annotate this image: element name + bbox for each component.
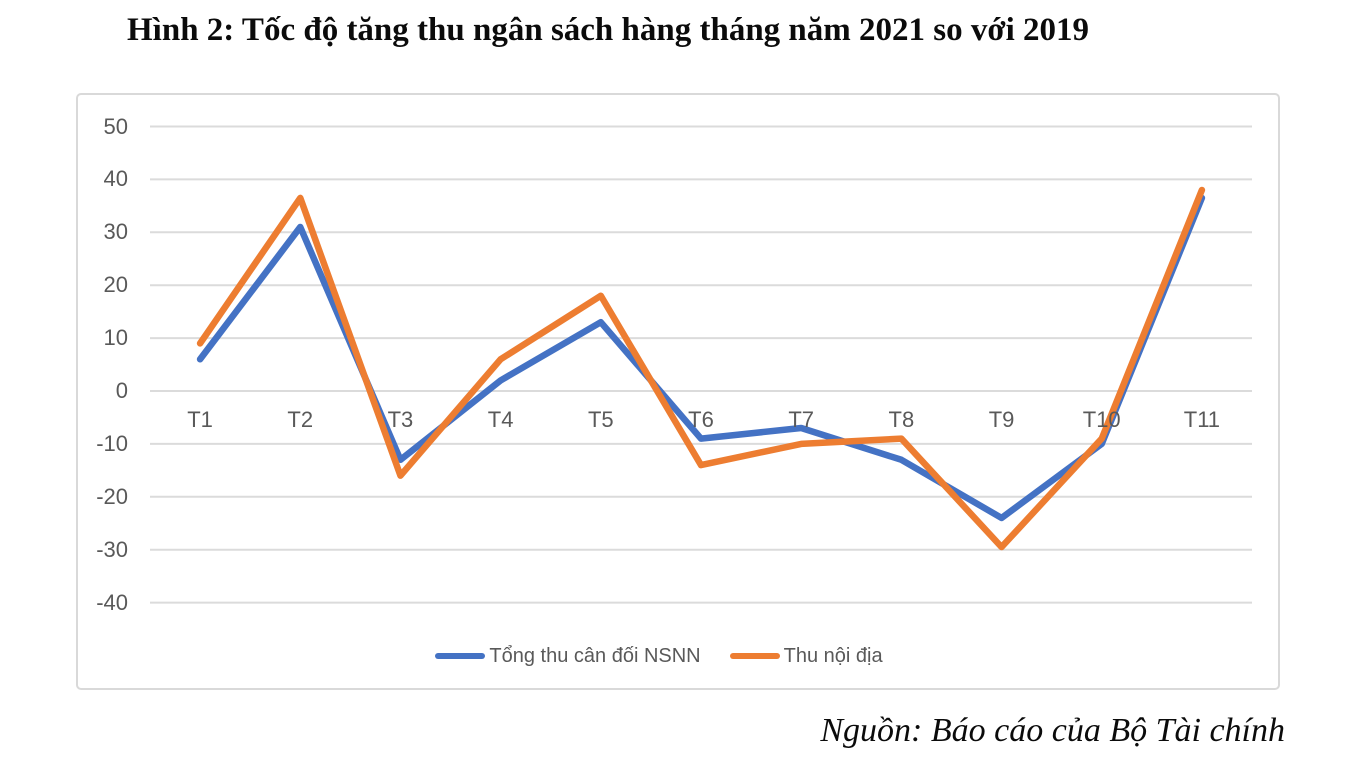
y-axis-tick-label: -40 xyxy=(96,589,128,615)
y-axis-tick-label: 30 xyxy=(103,219,128,245)
x-axis-category-label: T1 xyxy=(187,407,213,432)
y-axis-tick-label: -20 xyxy=(96,483,128,509)
x-axis-category-label: T6 xyxy=(688,407,714,432)
legend-line-marker-orange xyxy=(729,653,780,659)
y-axis-tick-label: 20 xyxy=(103,272,128,298)
y-axis-tick-label: -10 xyxy=(96,430,128,456)
y-axis-tick-label: 50 xyxy=(103,113,128,139)
source-caption: Nguồn: Báo cáo của Bộ Tài chính xyxy=(820,712,1285,749)
legend: Tổng thu cân đối NSNN Thu nội địa xyxy=(59,642,1259,670)
x-axis-category-label: T4 xyxy=(487,407,514,432)
legend-line-marker-blue xyxy=(435,653,486,659)
x-axis-category-label: T7 xyxy=(788,407,815,432)
x-axis-category-label: T5 xyxy=(587,407,614,432)
y-axis-tick-label: 0 xyxy=(115,378,128,403)
x-axis-category-label: T3 xyxy=(387,407,414,432)
series-line-thu-noi-ia xyxy=(196,186,1206,551)
figure-title: Hình 2: Tốc độ tăng thu ngân sách hàng t… xyxy=(127,12,1090,48)
x-axis-category-label: T10 xyxy=(1082,407,1121,432)
x-axis-category-label: T8 xyxy=(888,407,915,432)
legend-label: Tổng thu cân đối NSNN xyxy=(489,644,701,667)
x-axis-category-label: T9 xyxy=(988,407,1015,432)
y-axis-tick-label: -30 xyxy=(96,536,128,562)
legend-label: Thu nội địa xyxy=(783,644,883,667)
y-axis-tick-label: 40 xyxy=(103,166,128,192)
legend-item-thu-noi-dia: Thu nội địa xyxy=(729,644,883,668)
y-axis-tick-label: 10 xyxy=(103,325,128,351)
line-chart: 50 40 30 20 10 0 -10 -20 -30 -40 T1 T2 T3 T4 T5 T6 T7 T8… xyxy=(76,93,1280,690)
plot-area xyxy=(150,125,1252,604)
x-axis-category-label: T11 xyxy=(1183,407,1221,432)
x-axis-category-label: T2 xyxy=(287,407,314,432)
series-line-tong-thu-can-oi-nsnn xyxy=(196,194,1206,522)
legend-item-tong-thu-can-doi-nsnn: Tổng thu cân đối NSNN xyxy=(435,644,701,668)
